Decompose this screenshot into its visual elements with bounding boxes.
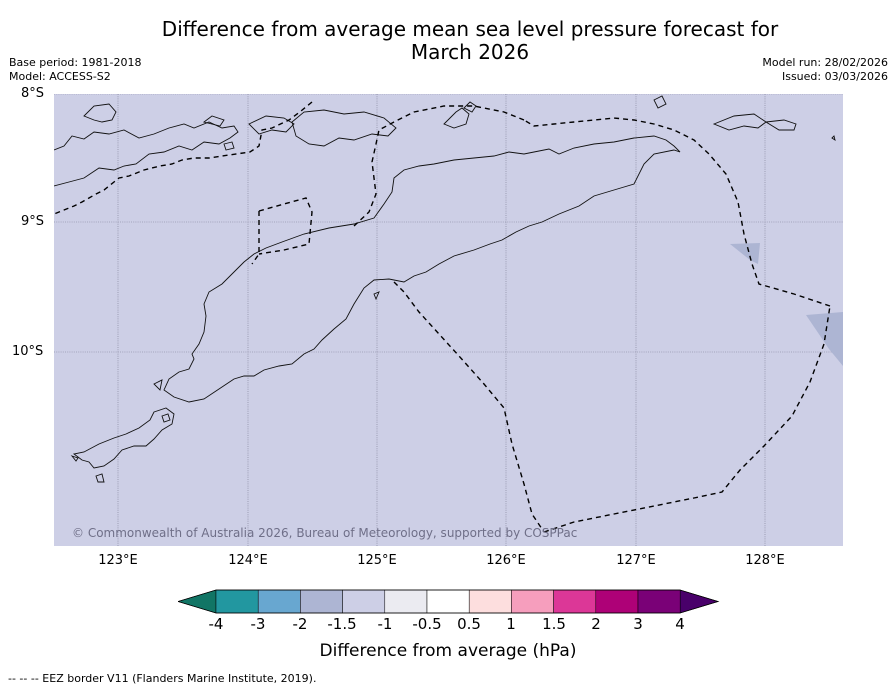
- lon-label-123e: 123°E: [98, 553, 138, 568]
- model-run: Model run: 28/02/2026: [762, 56, 888, 69]
- meta-left: Base period: 1981-2018 Model: ACCESS-S2: [9, 56, 141, 84]
- colorbar-segment-11: [637, 589, 681, 614]
- cb-tick-7: 1: [506, 615, 516, 633]
- cb-tick-4: -1: [377, 615, 393, 633]
- model-name: Model: ACCESS-S2: [9, 70, 111, 83]
- cb-tick-6: 0.5: [457, 615, 481, 633]
- lat-label-8s: 8°S: [21, 86, 45, 101]
- gridlines: [54, 94, 843, 546]
- map-title: Difference from average mean sea level p…: [0, 18, 896, 64]
- colorbar-segment-0: [178, 589, 217, 614]
- cb-tick-3: -1.5: [327, 615, 357, 633]
- lon-label-125e: 125°E: [357, 553, 397, 568]
- colorbar-segment-8: [511, 589, 554, 614]
- colorbar: [178, 589, 720, 614]
- lon-label-126e: 126°E: [486, 553, 526, 568]
- issued-date: Issued: 03/03/2026: [781, 70, 888, 83]
- colorbar-segment-4: [342, 589, 386, 614]
- coastlines: [54, 95, 836, 483]
- meta-right: Model run: 28/02/2026 Issued: 03/03/2026: [762, 56, 888, 84]
- lon-label-127e: 127°E: [616, 553, 656, 568]
- lon-label-124e: 124°E: [228, 553, 268, 568]
- cb-tick-11: 4: [675, 615, 685, 633]
- map-canvas: [54, 94, 843, 546]
- cb-tick-1: -3: [250, 615, 266, 633]
- colorbar-segment-3: [300, 589, 343, 614]
- map-area: © Commonwealth of Australia 2026, Bureau…: [54, 94, 843, 546]
- colorbar-segment-9: [553, 589, 597, 614]
- eez-borders: [54, 101, 831, 533]
- lat-label-10s: 10°S: [12, 344, 44, 359]
- lat-label-9s: 9°S: [21, 214, 45, 229]
- colorbar-segment-10: [595, 589, 639, 614]
- eez-footnote: -- -- -- EEZ border V11 (Flanders Marine…: [8, 672, 317, 685]
- cb-tick-10: 3: [633, 615, 643, 633]
- cb-tick-0: -4: [208, 615, 224, 633]
- cb-tick-8: 1.5: [542, 615, 566, 633]
- base-period: Base period: 1981-2018: [9, 56, 142, 69]
- colorbar-segment-12: [679, 589, 720, 614]
- colorbar-label: Difference from average (hPa): [319, 641, 577, 661]
- colorbar-segments: [178, 589, 720, 614]
- colorbar-segment-2: [257, 589, 301, 614]
- cb-tick-5: -0.5: [412, 615, 442, 633]
- colorbar-segment-6: [426, 589, 470, 614]
- title-line-2: March 2026: [410, 40, 530, 64]
- colorbar-segment-7: [468, 589, 512, 614]
- anomaly-patch-1: [730, 243, 760, 264]
- cb-tick-2: -2: [292, 615, 308, 633]
- lon-label-128e: 128°E: [745, 553, 785, 568]
- colorbar-segment-1: [215, 589, 259, 614]
- title-line-1: Difference from average mean sea level p…: [161, 17, 779, 41]
- colorbar-segment-5: [384, 589, 428, 614]
- copyright-text: © Commonwealth of Australia 2026, Bureau…: [72, 526, 578, 540]
- cb-tick-9: 2: [591, 615, 601, 633]
